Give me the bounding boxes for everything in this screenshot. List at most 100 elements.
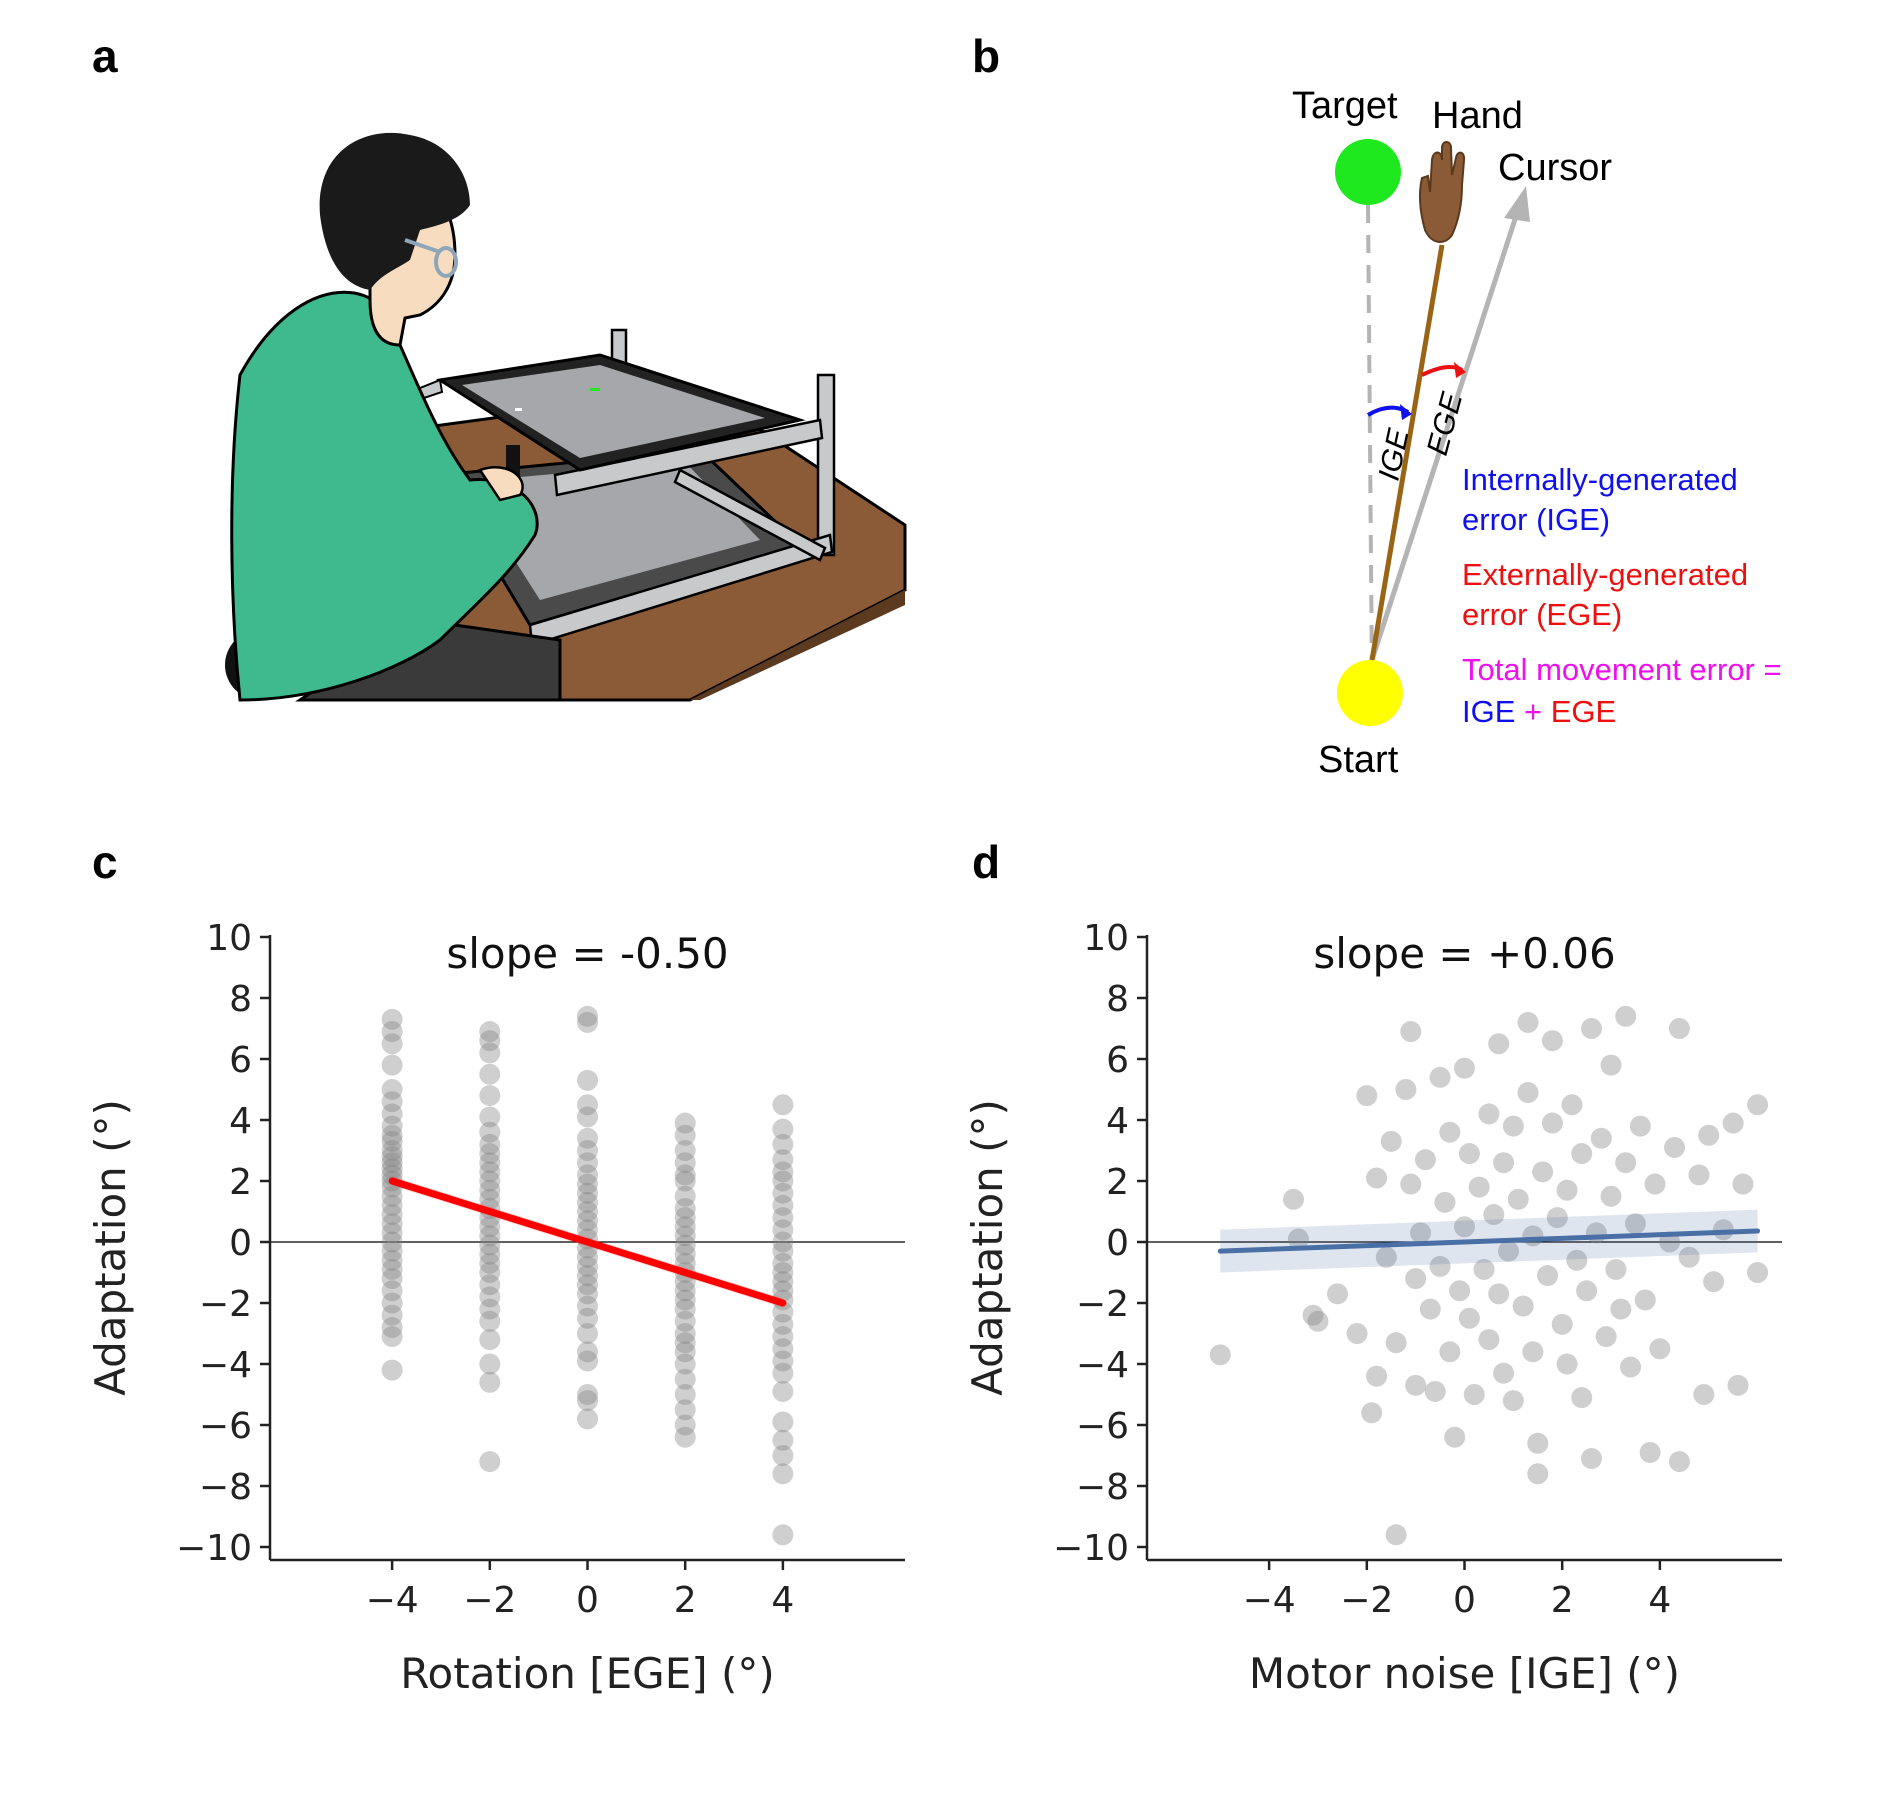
x-tick-label: −2 (1340, 1580, 1393, 1621)
y-tick-label: −10 (176, 1528, 252, 1569)
data-point (772, 1194, 794, 1216)
data-point (479, 1329, 501, 1351)
data-point (1600, 1185, 1622, 1207)
data-point (1571, 1143, 1593, 1165)
slope-annotation: slope = -0.50 (446, 929, 728, 978)
legend-ege-line1: Externally-generated (1462, 557, 1748, 592)
data-point (1375, 1246, 1397, 1268)
frame-bar-side (673, 468, 827, 562)
data-point (1629, 1115, 1651, 1137)
monitor-start-dot (515, 408, 522, 411)
panel-b: b Target Hand Cursor Start IGE EGE Inter… (972, 30, 1782, 781)
data-point (1449, 1280, 1471, 1302)
y-axis-label: Adaptation (°) (963, 1099, 1012, 1396)
x-axis-label: Rotation [EGE] (°) (400, 1649, 775, 1698)
data-point (577, 1219, 598, 1241)
data-point (1507, 1188, 1529, 1210)
ege-arc-arrowhead (1454, 362, 1466, 378)
data-point (1581, 1018, 1602, 1039)
data-point (1610, 1298, 1632, 1320)
data-point (1400, 1173, 1422, 1195)
data-point (479, 1298, 501, 1320)
hand-icon (1418, 141, 1466, 243)
data-point (1287, 1228, 1309, 1250)
data-point (381, 1231, 403, 1253)
data-point (772, 1149, 794, 1171)
y-tick-label: −8 (1076, 1467, 1129, 1508)
data-point (1551, 1313, 1573, 1335)
data-point (674, 1216, 696, 1238)
hand-path (1369, 244, 1445, 661)
panel-a: a (92, 30, 907, 702)
data-point (479, 1274, 501, 1296)
data-point (1527, 1432, 1549, 1454)
scatter-points (1209, 1005, 1769, 1546)
data-point (1458, 1143, 1480, 1165)
data-point (479, 1143, 501, 1165)
data-point (479, 1262, 501, 1283)
tablet-surface (465, 462, 760, 600)
data-point (479, 1179, 501, 1201)
data-point (674, 1310, 696, 1332)
data-point (479, 1121, 501, 1143)
data-point (577, 1201, 598, 1222)
x-tick-label: 4 (1648, 1580, 1671, 1621)
legend-total-plus: + (1515, 694, 1550, 729)
data-point (1615, 1152, 1637, 1174)
target-circle (1335, 139, 1401, 205)
data-point (381, 1268, 403, 1290)
data-point (577, 1106, 598, 1128)
data-point (674, 1112, 696, 1134)
data-point (1698, 1124, 1720, 1146)
ege-arc-label: EGE (1421, 388, 1470, 459)
data-point (772, 1271, 794, 1293)
chart-d: 10 8 6 4 2 0 −2 −4 −6 −8 −10 −4 −2 0 2 4 slope = +0.06 Mo… (963, 918, 1782, 1698)
data-point (381, 1152, 403, 1174)
data-point (381, 1213, 403, 1235)
data-point (381, 1222, 403, 1244)
data-point (479, 1286, 501, 1308)
data-point (1537, 1265, 1559, 1287)
data-point (674, 1170, 696, 1192)
data-point (1600, 1054, 1622, 1076)
data-point (1454, 1216, 1475, 1238)
data-point (1327, 1283, 1348, 1305)
data-point (674, 1197, 696, 1219)
frame-bar-middle (553, 418, 824, 497)
data-point (674, 1234, 696, 1256)
data-point (577, 1127, 598, 1149)
regression-line (1217, 1228, 1761, 1254)
data-point (1556, 1179, 1578, 1201)
panel-letter-a: a (92, 30, 118, 82)
data-point (1405, 1268, 1427, 1290)
data-point (1429, 1066, 1451, 1088)
data-point (674, 1368, 696, 1390)
data-point (381, 1140, 403, 1161)
data-point (674, 1124, 696, 1146)
data-point (1361, 1402, 1383, 1424)
data-point (479, 1161, 501, 1183)
y-tick-label: 4 (229, 1101, 252, 1142)
data-point (772, 1338, 794, 1360)
data-point (1463, 1384, 1485, 1405)
data-point (381, 1326, 403, 1348)
data-point (479, 1106, 501, 1128)
data-point (1478, 1329, 1500, 1351)
data-point (772, 1182, 794, 1204)
data-point (772, 1133, 794, 1155)
y-tick-label: −10 (1053, 1528, 1129, 1569)
data-point (1620, 1356, 1642, 1378)
x-tick-label: 4 (771, 1580, 794, 1621)
data-point (1678, 1246, 1700, 1268)
monitor-screen (462, 365, 765, 458)
data-point (1688, 1164, 1710, 1186)
panel-d: d 10 8 6 4 2 0 −2 −4 −6 −8 −10 −4 −2 0 2 4 slope = +0.06… (963, 836, 1782, 1698)
data-point (479, 1225, 501, 1247)
data-point (772, 1429, 794, 1451)
data-point (1458, 1307, 1480, 1329)
data-point (1497, 1240, 1519, 1262)
data-point (577, 1173, 598, 1195)
data-point (1576, 1280, 1598, 1302)
data-point (479, 1030, 501, 1052)
start-label: Start (1318, 739, 1399, 781)
